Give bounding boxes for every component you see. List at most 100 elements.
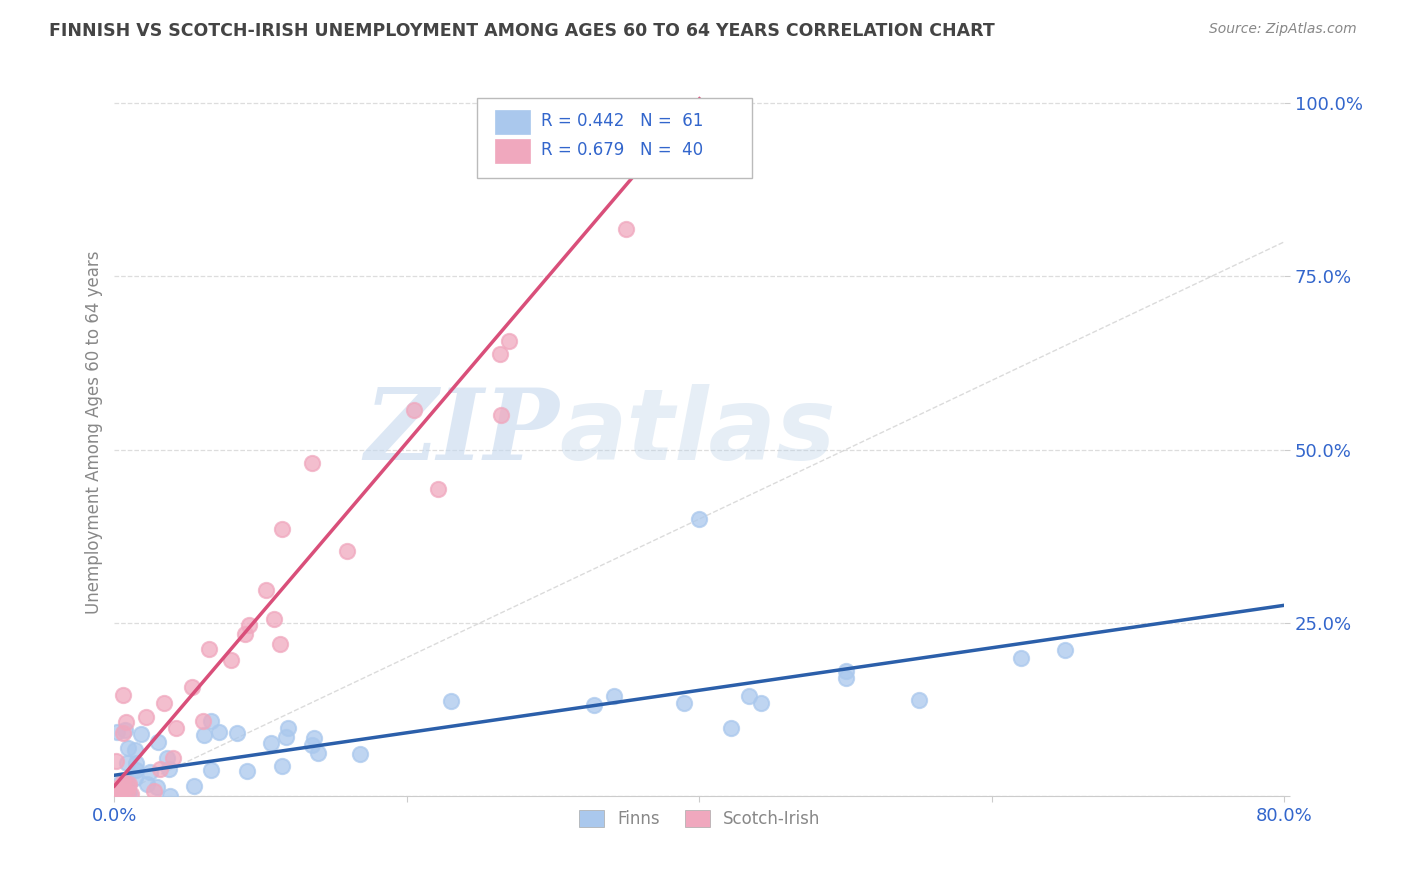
Point	[105, 781, 128, 796]
Point	[117, 756, 139, 771]
Point	[105, 754, 128, 768]
Point	[104, 789, 127, 803]
FancyBboxPatch shape	[477, 97, 752, 178]
Text: R = 0.679   N =  40: R = 0.679 N = 40	[541, 141, 703, 159]
Point	[834, 665, 856, 679]
Point	[749, 696, 772, 710]
Point	[139, 765, 162, 780]
Point	[349, 747, 371, 762]
Point	[254, 582, 277, 597]
Point	[307, 746, 329, 760]
Point	[834, 671, 856, 685]
Y-axis label: Unemployment Among Ages 60 to 64 years: Unemployment Among Ages 60 to 64 years	[86, 251, 103, 614]
Point	[270, 522, 292, 536]
Point	[225, 725, 247, 739]
Point	[157, 762, 180, 776]
Point	[236, 764, 259, 779]
Point	[270, 759, 292, 773]
Point	[498, 334, 520, 348]
Point	[200, 714, 222, 728]
Point	[115, 789, 138, 803]
Point	[498, 130, 520, 145]
Point	[440, 693, 463, 707]
Bar	[495, 110, 530, 134]
Point	[129, 727, 152, 741]
Point	[233, 627, 256, 641]
Point	[908, 693, 931, 707]
Point	[162, 751, 184, 765]
Point	[688, 512, 710, 526]
Point	[117, 786, 139, 800]
Text: atlas: atlas	[560, 384, 835, 481]
Point	[117, 740, 139, 755]
Point	[117, 777, 139, 791]
Point	[104, 785, 127, 799]
Point	[720, 721, 742, 735]
Legend: Finns, Scotch-Irish: Finns, Scotch-Irish	[572, 804, 827, 835]
Point	[193, 714, 215, 728]
Point	[427, 483, 450, 497]
Point	[111, 780, 134, 794]
Point	[301, 457, 323, 471]
Point	[110, 789, 132, 803]
Point	[107, 789, 129, 803]
Point	[489, 409, 512, 423]
Point	[124, 756, 146, 770]
Point	[183, 780, 205, 794]
Point	[135, 709, 157, 723]
Bar	[495, 139, 530, 163]
Point	[118, 786, 141, 800]
Point	[112, 779, 135, 793]
Point	[117, 784, 139, 798]
Point	[120, 787, 142, 801]
Point	[107, 783, 129, 797]
Point	[208, 724, 231, 739]
Point	[124, 771, 146, 785]
Text: FINNISH VS SCOTCH-IRISH UNEMPLOYMENT AMONG AGES 60 TO 64 YEARS CORRELATION CHART: FINNISH VS SCOTCH-IRISH UNEMPLOYMENT AMO…	[49, 22, 995, 40]
Point	[221, 653, 243, 667]
Point	[105, 725, 128, 739]
Point	[114, 715, 136, 730]
Point	[111, 726, 134, 740]
Point	[117, 786, 139, 800]
Point	[111, 788, 134, 802]
Point	[136, 777, 159, 791]
Point	[489, 347, 512, 361]
Point	[260, 736, 283, 750]
Point	[117, 780, 139, 794]
Text: ZIP: ZIP	[364, 384, 560, 481]
Point	[156, 751, 179, 765]
Point	[335, 544, 357, 558]
Point	[142, 784, 165, 798]
Point	[198, 642, 221, 657]
Point	[146, 735, 169, 749]
Point	[112, 775, 135, 789]
Point	[737, 689, 759, 703]
Point	[153, 696, 176, 710]
Point	[112, 782, 135, 797]
Point	[614, 152, 637, 166]
Point	[105, 781, 128, 796]
Point	[124, 743, 146, 757]
Point	[276, 730, 298, 744]
Point	[301, 738, 323, 752]
Point	[112, 688, 135, 702]
Point	[145, 780, 167, 794]
Point	[115, 775, 138, 789]
Point	[114, 723, 136, 738]
Point	[112, 789, 135, 803]
Point	[105, 782, 128, 797]
Point	[159, 789, 181, 803]
Point	[149, 762, 172, 776]
Point	[582, 698, 605, 712]
Point	[1054, 642, 1077, 657]
Text: R = 0.442   N =  61: R = 0.442 N = 61	[541, 112, 704, 130]
Point	[165, 721, 187, 735]
Point	[277, 721, 299, 735]
Point	[111, 785, 134, 799]
Point	[238, 617, 260, 632]
Point	[124, 763, 146, 777]
Point	[107, 789, 129, 803]
Point	[115, 785, 138, 799]
Point	[614, 222, 637, 236]
